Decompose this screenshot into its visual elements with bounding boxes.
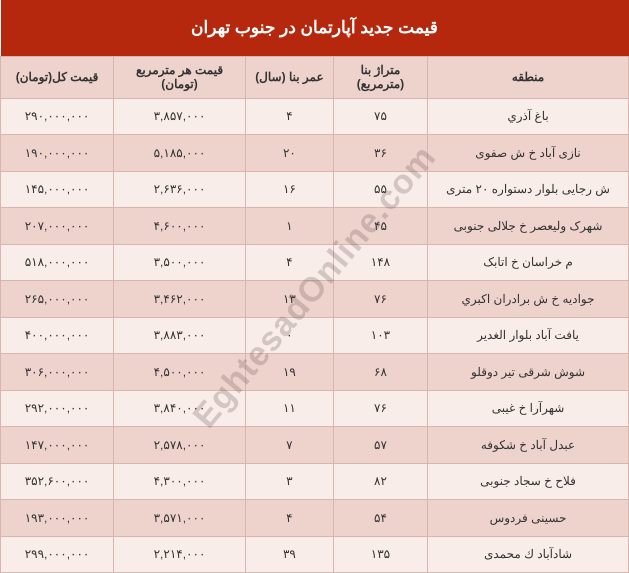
cell-age: ۳۹ xyxy=(245,536,333,573)
table-header-row: منطقه متراژ بنا (مترمربع) عمر بنا (سال) … xyxy=(1,56,629,98)
table-row: فلاح خ سجاد جنوبی ۸۲ ۳ ۴,۳۰۰,۰۰۰ ۳۵۲,۶۰۰… xyxy=(1,463,629,500)
cell-total-price: ۳۵۲,۶۰۰,۰۰۰ xyxy=(1,463,114,500)
cell-age: ۴ xyxy=(245,98,333,135)
cell-region: جواديه خ ش برادران اكبري xyxy=(428,281,629,318)
cell-price-per-m: ۳,۸۵۷,۰۰۰ xyxy=(114,98,246,135)
cell-price-per-m: ۲,۲۱۴,۰۰۰ xyxy=(114,536,246,573)
table-row: شهرآرا خ غیبی ۷۶ ۱۱ ۳,۸۴۰,۰۰۰ ۲۹۲,۰۰۰,۰۰… xyxy=(1,390,629,427)
cell-area: ۷۵ xyxy=(333,98,427,135)
cell-price-per-m: ۳,۴۶۲,۰۰۰ xyxy=(114,281,246,318)
cell-area: ۳۶ xyxy=(333,135,427,172)
cell-area: ۵۷ xyxy=(333,427,427,464)
cell-age: ۴ xyxy=(245,500,333,537)
table-title-row: قیمت جدید آپارتمان در جنوب تهران xyxy=(1,0,629,56)
table-row: یافت آباد بلوار الغدیر ۱۰۳ ۰ ۳,۸۸۳,۰۰۰ ۴… xyxy=(1,317,629,354)
cell-total-price: ۴۰۰,۰۰۰,۰۰۰ xyxy=(1,317,114,354)
cell-age: ۱۹ xyxy=(245,354,333,391)
cell-area: ۱۰۳ xyxy=(333,317,427,354)
cell-age: ۲۰ xyxy=(245,135,333,172)
cell-area: ۵۵ xyxy=(333,171,427,208)
table-row: شادآباد ك محمدی ۱۳۵ ۳۹ ۲,۲۱۴,۰۰۰ ۲۹۹,۰۰۰… xyxy=(1,536,629,573)
cell-region: نازی آباد خ ش صفوی xyxy=(428,135,629,172)
cell-age: ۷ xyxy=(245,427,333,464)
cell-total-price: ۲۹۲,۰۰۰,۰۰۰ xyxy=(1,390,114,427)
table-row: ش رجایی بلوار دستواره ۲۰ متری ۵۵ ۱۶ ۲,۶۳… xyxy=(1,171,629,208)
table-row: نازی آباد خ ش صفوی ۳۶ ۲۰ ۵,۱۸۵,۰۰۰ ۱۹۰,۰… xyxy=(1,135,629,172)
cell-age: ۱۳ xyxy=(245,281,333,318)
cell-age: ۱۱ xyxy=(245,390,333,427)
cell-total-price: ۱۴۷,۰۰۰,۰۰۰ xyxy=(1,427,114,464)
table-row: حسینی فردوس ۵۴ ۴ ۳,۵۷۱,۰۰۰ ۱۹۳,۰۰۰,۰۰۰ xyxy=(1,500,629,537)
table-row: عبدل آباد خ شکوفه ۵۷ ۷ ۲,۵۷۸,۰۰۰ ۱۴۷,۰۰۰… xyxy=(1,427,629,464)
cell-total-price: ۲۰۷,۰۰۰,۰۰۰ xyxy=(1,208,114,245)
cell-total-price: ۲۶۵,۰۰۰,۰۰۰ xyxy=(1,281,114,318)
col-header-total-price: قیمت کل(تومان) xyxy=(1,56,114,98)
cell-area: ۷۶ xyxy=(333,281,427,318)
table-title: قیمت جدید آپارتمان در جنوب تهران xyxy=(1,0,629,56)
cell-region: شادآباد ك محمدی xyxy=(428,536,629,573)
cell-region: م خراسان خ اتابک xyxy=(428,244,629,281)
cell-total-price: ۲۹۹,۰۰۰,۰۰۰ xyxy=(1,536,114,573)
cell-total-price: ۳۰۶,۰۰۰,۰۰۰ xyxy=(1,354,114,391)
cell-age: ۱ xyxy=(245,208,333,245)
cell-total-price: ۵۱۸,۰۰۰,۰۰۰ xyxy=(1,244,114,281)
cell-price-per-m: ۳,۵۰۰,۰۰۰ xyxy=(114,244,246,281)
cell-region: یافت آباد بلوار الغدیر xyxy=(428,317,629,354)
cell-area: ۴۵ xyxy=(333,208,427,245)
cell-region: شهرک ولیعصر خ جلالی جنوبی xyxy=(428,208,629,245)
table-body: باغ آذري ۷۵ ۴ ۳,۸۵۷,۰۰۰ ۲۹۰,۰۰۰,۰۰۰ نازی… xyxy=(1,98,629,573)
cell-region: حسینی فردوس xyxy=(428,500,629,537)
cell-total-price: ۲۹۰,۰۰۰,۰۰۰ xyxy=(1,98,114,135)
table-row: م خراسان خ اتابک ۱۴۸ ۴ ۳,۵۰۰,۰۰۰ ۵۱۸,۰۰۰… xyxy=(1,244,629,281)
cell-region: عبدل آباد خ شکوفه xyxy=(428,427,629,464)
cell-price-per-m: ۴,۳۰۰,۰۰۰ xyxy=(114,463,246,500)
cell-price-per-m: ۴,۵۰۰,۰۰۰ xyxy=(114,354,246,391)
cell-price-per-m: ۳,۸۸۳,۰۰۰ xyxy=(114,317,246,354)
table-row: جواديه خ ش برادران اكبري ۷۶ ۱۳ ۳,۴۶۲,۰۰۰… xyxy=(1,281,629,318)
cell-area: ۱۳۵ xyxy=(333,536,427,573)
cell-area: ۱۴۸ xyxy=(333,244,427,281)
cell-region: شوش شرقی تیر دوقلو xyxy=(428,354,629,391)
cell-price-per-m: ۵,۱۸۵,۰۰۰ xyxy=(114,135,246,172)
table-row: شوش شرقی تیر دوقلو ۶۸ ۱۹ ۴,۵۰۰,۰۰۰ ۳۰۶,۰… xyxy=(1,354,629,391)
col-header-area: متراژ بنا (مترمربع) xyxy=(333,56,427,98)
cell-price-per-m: ۲,۶۳۶,۰۰۰ xyxy=(114,171,246,208)
cell-region: ش رجایی بلوار دستواره ۲۰ متری xyxy=(428,171,629,208)
cell-total-price: ۱۴۵,۰۰۰,۰۰۰ xyxy=(1,171,114,208)
cell-region: فلاح خ سجاد جنوبی xyxy=(428,463,629,500)
cell-price-per-m: ۴,۶۰۰,۰۰۰ xyxy=(114,208,246,245)
cell-region: باغ آذري xyxy=(428,98,629,135)
cell-age: ۰ xyxy=(245,317,333,354)
price-table: قیمت جدید آپارتمان در جنوب تهران منطقه م… xyxy=(0,0,629,573)
cell-area: ۶۸ xyxy=(333,354,427,391)
cell-total-price: ۱۹۳,۰۰۰,۰۰۰ xyxy=(1,500,114,537)
price-table-container: قیمت جدید آپارتمان در جنوب تهران منطقه م… xyxy=(0,0,629,573)
cell-price-per-m: ۲,۵۷۸,۰۰۰ xyxy=(114,427,246,464)
cell-age: ۱۶ xyxy=(245,171,333,208)
cell-area: ۵۴ xyxy=(333,500,427,537)
cell-total-price: ۱۹۰,۰۰۰,۰۰۰ xyxy=(1,135,114,172)
table-row: شهرک ولیعصر خ جلالی جنوبی ۴۵ ۱ ۴,۶۰۰,۰۰۰… xyxy=(1,208,629,245)
table-row: باغ آذري ۷۵ ۴ ۳,۸۵۷,۰۰۰ ۲۹۰,۰۰۰,۰۰۰ xyxy=(1,98,629,135)
col-header-age: عمر بنا (سال) xyxy=(245,56,333,98)
cell-price-per-m: ۳,۵۷۱,۰۰۰ xyxy=(114,500,246,537)
cell-area: ۷۶ xyxy=(333,390,427,427)
cell-age: ۳ xyxy=(245,463,333,500)
cell-age: ۴ xyxy=(245,244,333,281)
cell-price-per-m: ۳,۸۴۰,۰۰۰ xyxy=(114,390,246,427)
cell-region: شهرآرا خ غیبی xyxy=(428,390,629,427)
col-header-price-per-m: قیمت هر مترمربع (تومان) xyxy=(114,56,246,98)
cell-area: ۸۲ xyxy=(333,463,427,500)
col-header-region: منطقه xyxy=(428,56,629,98)
